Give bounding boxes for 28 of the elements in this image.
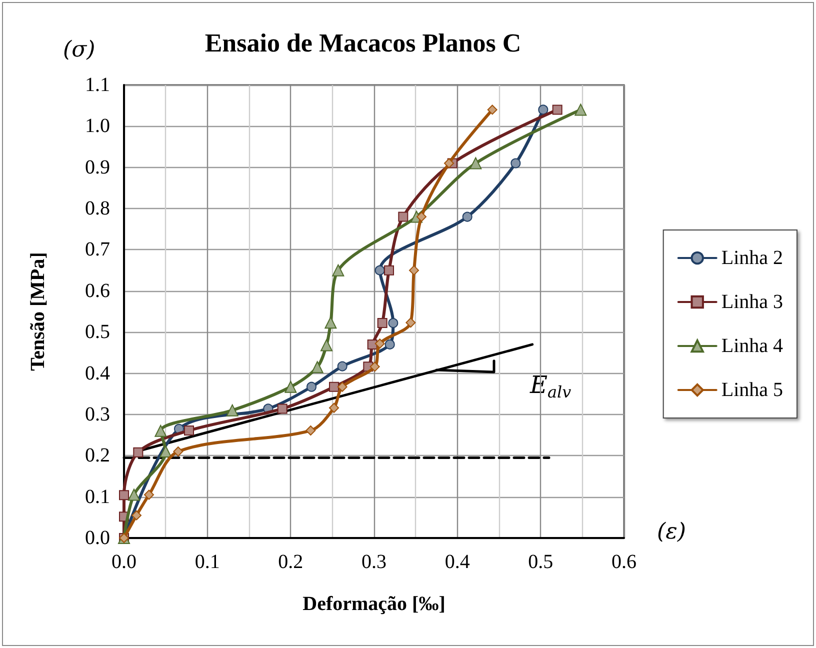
- x-tick-label: 0.2: [278, 551, 304, 573]
- x-tick-label: 0.4: [444, 551, 470, 573]
- text: (ε): [657, 520, 686, 544]
- text: (σ): [63, 38, 96, 62]
- y-tick-label: 0.1: [85, 486, 110, 508]
- x-tick-label: 0.5: [528, 551, 554, 573]
- x-tick-label: 0.6: [612, 551, 636, 573]
- legend-label: Linha 2: [721, 247, 784, 269]
- x-tick-label: 0.1: [194, 551, 220, 573]
- y-tick-label: 1.0: [85, 115, 110, 138]
- chart-title: Ensaio de Macacos Planos C: [204, 28, 522, 58]
- y-tick-label: 1.1: [85, 74, 110, 96]
- legend-label: Linha 4: [721, 335, 784, 357]
- y-tick-label: 0.9: [85, 156, 110, 178]
- y-tick-label: 0.6: [85, 280, 110, 302]
- y-tick-label: 0.7: [85, 238, 110, 261]
- x-tick-label: 0.3: [362, 551, 386, 573]
- y-tick-label: 0.3: [85, 403, 110, 426]
- y-tick-label: 0.0: [85, 527, 110, 549]
- y-tick-label: 0.5: [85, 321, 110, 344]
- legend-label: Linha 5: [721, 379, 784, 401]
- y-tick-label: 0.8: [85, 198, 110, 220]
- legend-label: Linha 3: [721, 291, 784, 313]
- x-tick-label: 0.0: [112, 551, 136, 573]
- x-axis-title: Deformação [‰]: [302, 593, 446, 615]
- y-tick-label: 0.4: [85, 362, 110, 384]
- y-tick-label: 0.2: [85, 444, 110, 467]
- y-axis-title: Tensão [MPa]: [27, 252, 49, 371]
